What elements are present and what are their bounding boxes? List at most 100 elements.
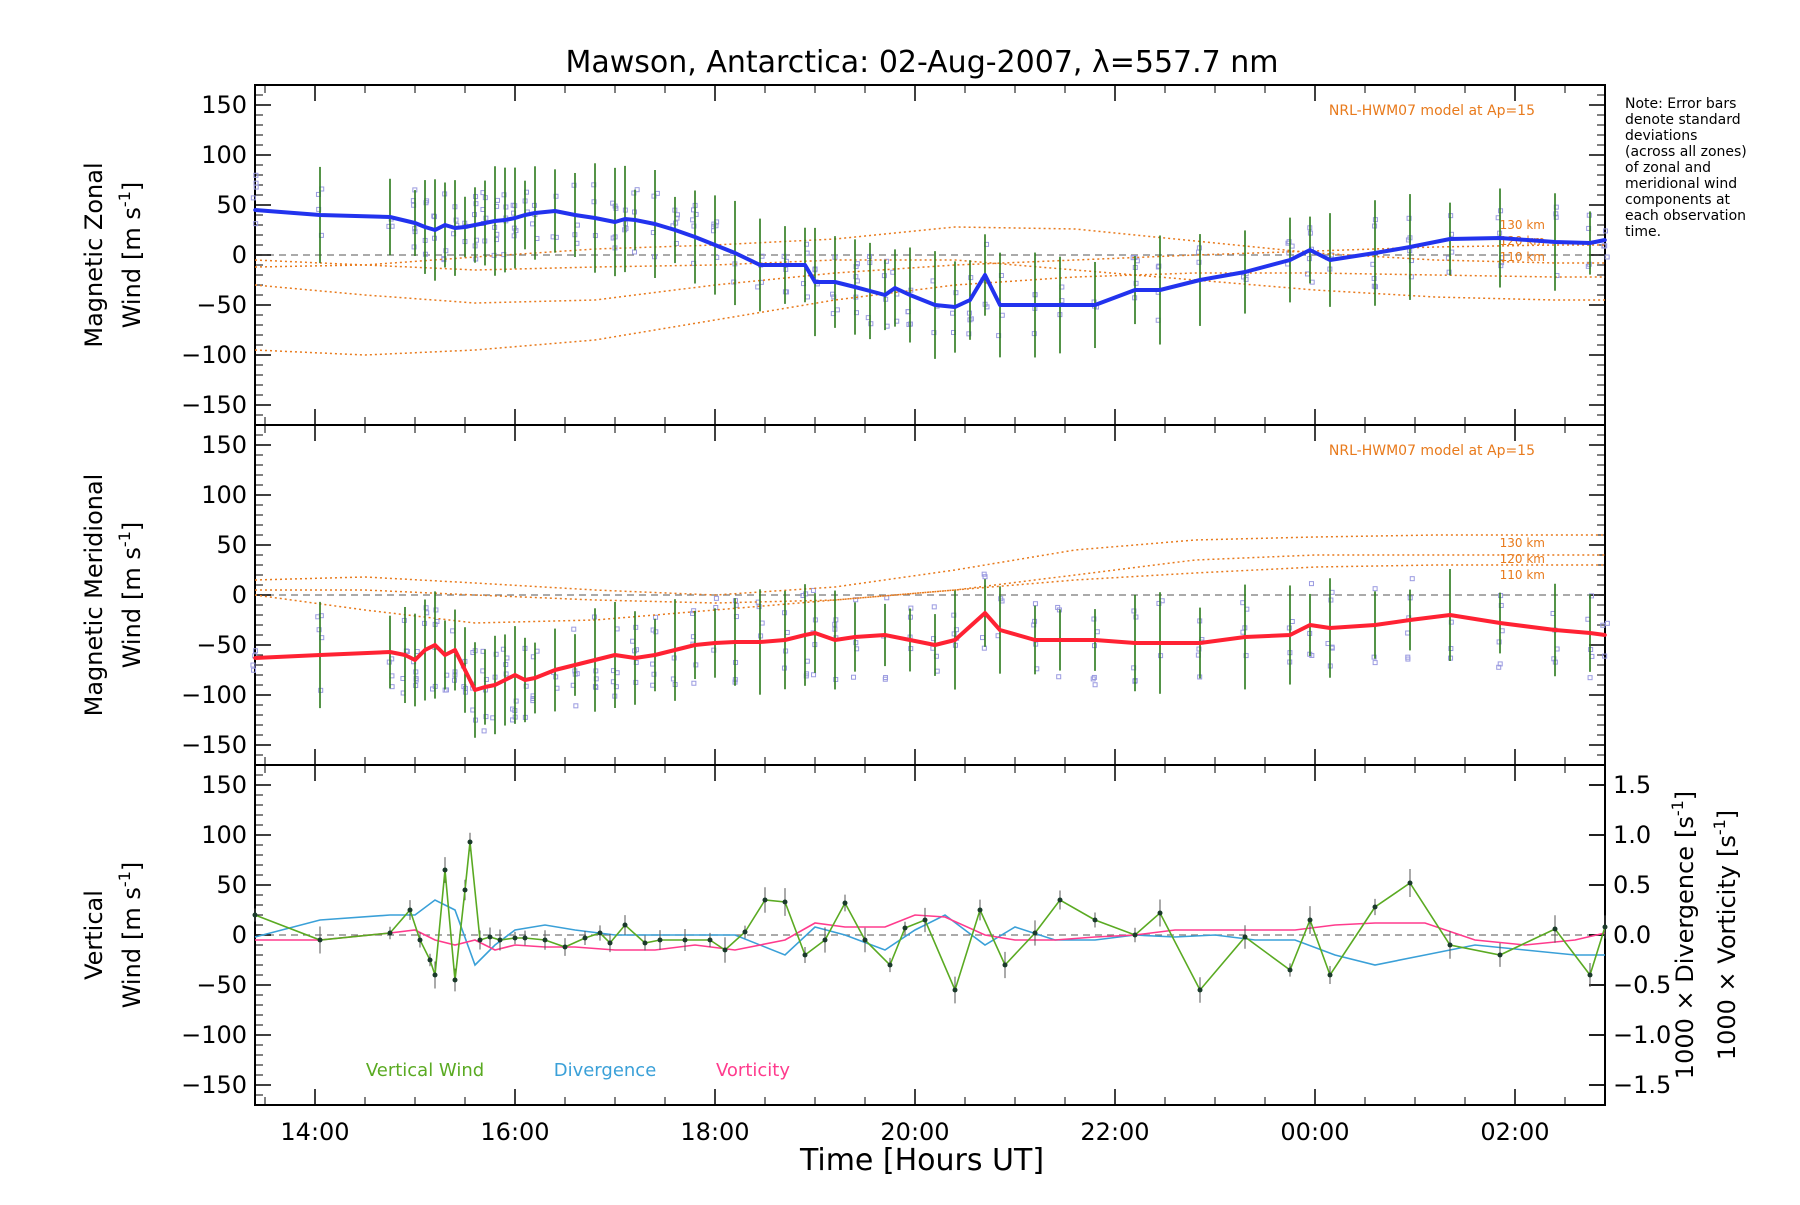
zonal-sample-point bbox=[1553, 211, 1559, 217]
vertical-wind-point bbox=[387, 930, 393, 936]
meridional-wind-point bbox=[1603, 633, 1607, 637]
meridional-wind-point bbox=[1133, 641, 1137, 645]
legend-item-vertical-wind: Vertical Wind bbox=[366, 1060, 484, 1081]
meridional-sample-point bbox=[1091, 674, 1097, 680]
meridional-wind-point bbox=[1328, 626, 1332, 630]
error-bar-note-line: meridional wind bbox=[1625, 176, 1737, 192]
vertical-ytick-label: −150 bbox=[181, 1071, 247, 1099]
zonal-sample-point bbox=[1498, 263, 1504, 269]
vertical-ylabel-top: Vertical bbox=[80, 890, 108, 980]
zonal-wind-point bbox=[933, 303, 937, 307]
zonal-wind-point bbox=[953, 305, 957, 309]
vertical-wind-point bbox=[582, 935, 588, 941]
zonal-ytick-label: 150 bbox=[201, 91, 247, 119]
meridional-sample-point bbox=[413, 677, 419, 683]
right-ytick-label: 0.5 bbox=[1613, 871, 1651, 899]
meridional-wind-point bbox=[833, 638, 837, 642]
vertical-wind-point bbox=[822, 937, 828, 943]
meridional-wind-point bbox=[1588, 631, 1592, 635]
zonal-sample-point bbox=[443, 248, 449, 254]
zonal-wind-point bbox=[623, 217, 627, 221]
meridional-sample-point bbox=[250, 662, 256, 668]
meridional-model-curve bbox=[254, 564, 1605, 624]
zonal-sample-point bbox=[931, 330, 937, 336]
meridional-wind-point bbox=[533, 676, 537, 680]
meridional-wind-point bbox=[1093, 638, 1097, 642]
meridional-ylabel-top: Magnetic Meridional bbox=[80, 474, 108, 717]
meridional-wind-point bbox=[883, 633, 887, 637]
meridional-wind-point bbox=[713, 641, 717, 645]
meridional-wind-point bbox=[523, 678, 527, 682]
zonal-ylabel-bottom: Wind [m s-1] bbox=[115, 182, 146, 329]
meridional-sample-point bbox=[1372, 660, 1378, 666]
zonal-ytick-label: 50 bbox=[216, 191, 247, 219]
x-tick-label: 16:00 bbox=[480, 1118, 549, 1146]
meridional-wind-point bbox=[783, 638, 787, 642]
meridional-sample-point bbox=[513, 698, 519, 704]
zonal-ytick-label: 100 bbox=[201, 141, 247, 169]
vertical-wind-point bbox=[1032, 930, 1038, 936]
divergence-axis-exp: -1 bbox=[1668, 800, 1687, 816]
meridional-wind-point bbox=[573, 663, 577, 667]
vertical-ytick-label: 150 bbox=[201, 771, 247, 799]
vertical-wind-point bbox=[427, 957, 433, 963]
meridional-sample-point bbox=[810, 587, 816, 593]
meridional-sample-point bbox=[433, 607, 439, 613]
zonal-wind-point bbox=[653, 222, 657, 226]
vertical-wind-point bbox=[1372, 904, 1378, 910]
vertical-wind-point bbox=[317, 937, 323, 943]
zonal-wind-point bbox=[1033, 303, 1037, 307]
meridional-wind-point bbox=[1033, 638, 1037, 642]
vertical-wind-point bbox=[657, 937, 663, 943]
zonal-wind-point bbox=[673, 228, 677, 232]
zonal-wind-point bbox=[483, 221, 487, 225]
meridional-sample-point bbox=[1308, 581, 1314, 587]
meridional-sample-point bbox=[1371, 654, 1377, 660]
meridional-sample-point bbox=[1448, 646, 1454, 652]
zonal-sample-point bbox=[781, 253, 787, 259]
meridional-wind-point bbox=[733, 640, 737, 644]
divergence-axis-unit: [s bbox=[1671, 816, 1699, 838]
zonal-wind-point bbox=[1408, 245, 1412, 249]
meridional-wind-point bbox=[593, 658, 597, 662]
x-tick-label: 18:00 bbox=[680, 1118, 749, 1146]
zonal-model-label: NRL-HWM07 model at Ap=15 bbox=[1329, 103, 1535, 119]
zonal-sample-point bbox=[1133, 280, 1139, 286]
meridional-sample-point bbox=[523, 683, 529, 689]
meridional-sample-point bbox=[1587, 675, 1593, 681]
zonal-sample-point bbox=[1601, 243, 1607, 249]
meridional-sample-point bbox=[316, 627, 322, 633]
x-tick-label: 02:00 bbox=[1480, 1118, 1549, 1146]
vertical-wind-point bbox=[1602, 924, 1608, 930]
zonal-model-curve bbox=[254, 272, 1605, 356]
legend-item-divergence: Divergence bbox=[554, 1060, 657, 1081]
zonal-wind-point bbox=[1448, 237, 1452, 241]
meridional-ytick-label: 50 bbox=[216, 531, 247, 559]
meridional-wind-point bbox=[953, 638, 957, 642]
meridional-wind-point bbox=[908, 638, 912, 642]
zonal-wind-point bbox=[443, 223, 447, 227]
zonal-sample-point bbox=[411, 244, 417, 250]
zonal-wind-point bbox=[633, 218, 637, 222]
vertical-wind-point bbox=[722, 947, 728, 953]
x-tick-label: 14:00 bbox=[280, 1118, 349, 1146]
meridional-sample-point bbox=[908, 605, 914, 611]
zonal-wind-point bbox=[553, 209, 557, 213]
vertical-wind-point bbox=[1242, 934, 1248, 940]
meridional-sample-point bbox=[1092, 682, 1098, 688]
vertical-ytick-label: 100 bbox=[201, 821, 247, 849]
vorticity-axis-unit: [s bbox=[1713, 835, 1741, 857]
vertical-wind-point bbox=[977, 907, 983, 913]
meridional-ylabel-unit: [m s bbox=[118, 547, 146, 600]
meridional-wind-point bbox=[758, 640, 762, 644]
zonal-wind-point bbox=[503, 218, 507, 222]
zonal-wind-point bbox=[1198, 278, 1202, 282]
divergence-line bbox=[254, 899, 1605, 967]
meridional-sample-point bbox=[651, 671, 657, 677]
x-tick-label: 00:00 bbox=[1280, 1118, 1349, 1146]
zonal-wind-point bbox=[1603, 238, 1607, 242]
meridional-sample-point bbox=[1091, 616, 1097, 622]
meridional-sample-point bbox=[713, 595, 719, 601]
